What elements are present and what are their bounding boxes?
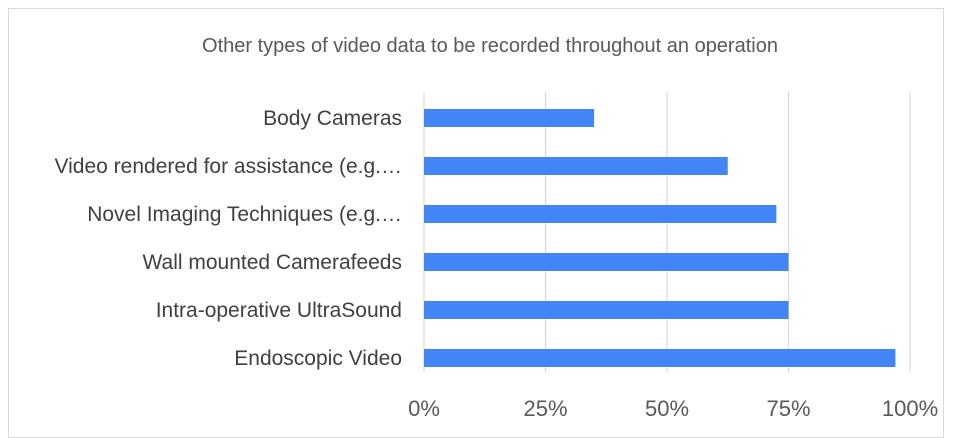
bar-layer: [424, 109, 896, 367]
category-label-4: Intra-operative UltraSound: [156, 299, 402, 322]
grid-layer: [423, 92, 911, 372]
bar-0: [424, 109, 595, 127]
category-label-5: Endoscopic Video: [234, 347, 402, 370]
category-label-1: Video rendered for assistance (e.g.…: [55, 155, 402, 178]
category-label-3: Wall mounted Camerafeeds: [142, 251, 402, 274]
bar-5: [424, 349, 896, 367]
x-tick-label-2: 50%: [645, 396, 689, 421]
x-tick-label-1: 25%: [523, 396, 567, 421]
bar-4: [424, 301, 789, 319]
x-tick-label-3: 75%: [766, 396, 810, 421]
x-tick-label-4: 100%: [882, 396, 938, 421]
x-tick-labels: 0% 25% 50% 75% 100%: [408, 396, 938, 421]
category-label-0: Body Cameras: [263, 107, 402, 130]
bar-2: [424, 205, 777, 223]
bar-1: [424, 157, 728, 175]
bar-3: [424, 253, 789, 271]
chart-title: Other types of video data to be recorded…: [202, 35, 778, 57]
category-label-2: Novel Imaging Techniques (e.g.…: [87, 203, 402, 226]
x-tick-label-0: 0%: [408, 396, 440, 421]
category-labels: Body Cameras Video rendered for assistanc…: [55, 107, 402, 370]
